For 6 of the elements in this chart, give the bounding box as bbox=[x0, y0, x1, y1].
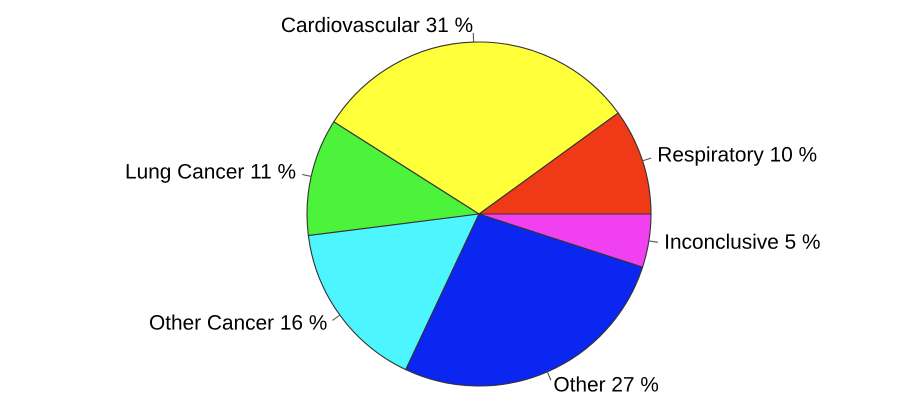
slice-label: Other 27 % bbox=[554, 376, 658, 392]
slice-label: Inconclusive 5 % bbox=[666, 234, 820, 249]
slice-label: Other Cancer 16 % bbox=[150, 314, 327, 330]
slice-label: Lung Cancer 11 % bbox=[126, 164, 296, 183]
slice-label: Cardiovascular 31 % bbox=[282, 16, 472, 32]
slice-label: Respiratory 10 % bbox=[659, 146, 816, 166]
